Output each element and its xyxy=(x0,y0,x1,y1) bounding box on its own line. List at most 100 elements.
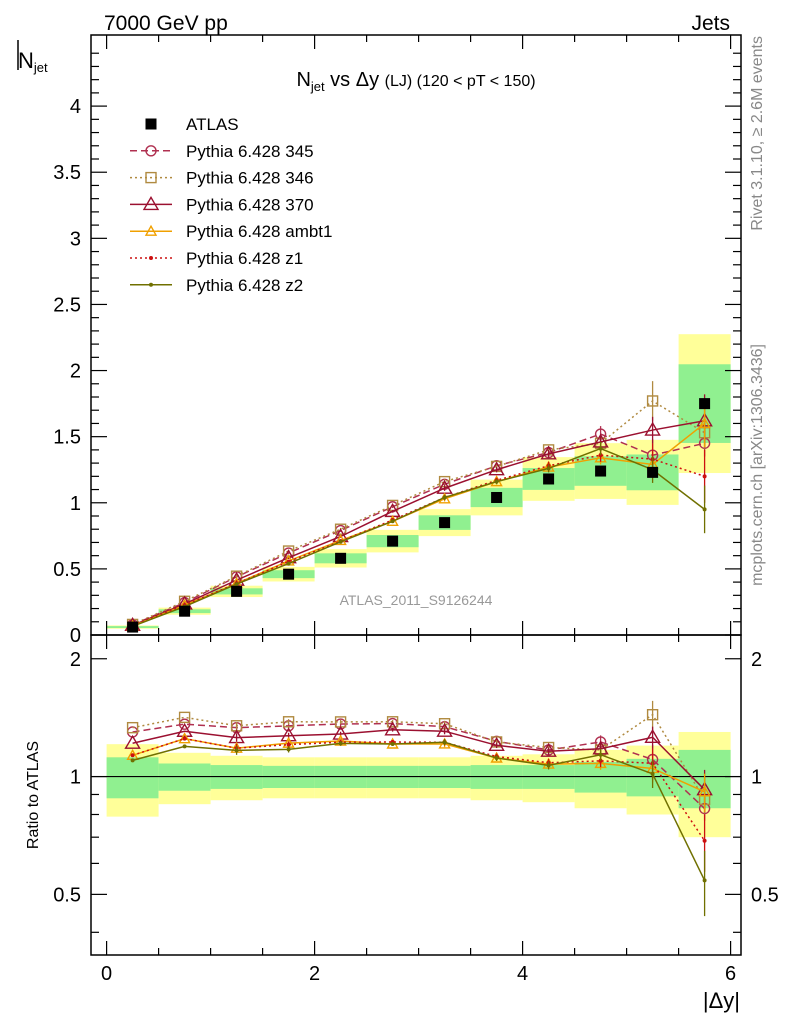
y-axis-label: Njet xyxy=(17,40,48,75)
atlas-point xyxy=(699,398,711,410)
ratio-tick-label-left: 2 xyxy=(70,649,81,671)
legend-marker xyxy=(145,145,157,157)
series-point-ratio xyxy=(178,711,191,724)
series-point-main xyxy=(286,561,291,566)
series-point-main xyxy=(488,461,505,476)
legend-label: Pythia 6.428 ambt1 xyxy=(186,222,332,241)
atlas-point xyxy=(491,491,503,503)
series-line-ratio xyxy=(132,729,706,791)
series-point-ratio xyxy=(234,748,239,753)
series-point-main xyxy=(698,417,711,429)
series-point-ratio xyxy=(182,736,187,741)
legend-entry-z1: Pythia 6.428 z1 xyxy=(130,249,303,268)
series-point-ratio xyxy=(130,753,135,758)
series-point-ratio xyxy=(488,736,505,752)
ratio-series-layer xyxy=(124,700,713,917)
y-axis-label-n: N xyxy=(18,48,34,73)
band-inner-ratio xyxy=(106,757,159,799)
series-point-ratio xyxy=(282,716,295,728)
atlas-point xyxy=(387,535,399,547)
series-point-main xyxy=(702,507,707,512)
series-point-ratio xyxy=(494,756,499,761)
series-point-main xyxy=(598,446,603,451)
legend-label: Pythia 6.428 370 xyxy=(186,195,314,214)
series-line-ratio xyxy=(132,741,706,881)
y-tick-label: 2 xyxy=(70,361,81,383)
y-tick-label: 4 xyxy=(70,96,81,118)
series-point-ratio xyxy=(702,838,707,843)
rivet-label: Rivet 3.1.10, ≥ 2.6M events xyxy=(749,36,766,231)
series-point-ratio xyxy=(178,732,191,744)
series-line-main xyxy=(132,420,705,627)
series-point-ratio xyxy=(650,771,655,776)
series-point-ratio xyxy=(540,742,557,757)
series-point-ratio xyxy=(436,722,453,737)
series-point-ratio xyxy=(546,763,551,768)
series-point-ratio xyxy=(646,709,659,721)
series-point-ratio xyxy=(126,721,139,734)
atlas-point xyxy=(335,552,347,564)
series-line-ratio xyxy=(132,722,706,810)
series-point-main xyxy=(442,495,447,500)
series-point-ratio xyxy=(130,758,135,763)
series-main-z2 xyxy=(130,441,707,629)
series-point-main xyxy=(494,479,499,484)
x-tick-label: 2 xyxy=(309,963,320,985)
series-ratio-z2 xyxy=(130,739,707,917)
legend-entry-ambt1: Pythia 6.428 ambt1 xyxy=(130,222,332,241)
atlas-point xyxy=(543,473,555,485)
title-sub: jet xyxy=(310,79,325,94)
legend-marker xyxy=(149,282,153,287)
series-line-main xyxy=(132,433,705,626)
y-tick-label: 1.5 xyxy=(53,427,81,449)
legend-entry-p346: Pythia 6.428 346 xyxy=(130,169,314,188)
legend-marker-atlas xyxy=(145,118,157,130)
axis-ticks xyxy=(91,35,741,955)
series-point-ratio xyxy=(598,752,603,757)
atlas-uncertainty-bands xyxy=(106,334,731,629)
legend: ATLAS Pythia 6.428 345 Pythia 6.428 346 Pyt… xyxy=(130,115,332,295)
legend-marker xyxy=(144,224,158,236)
title-lj: (LJ) xyxy=(385,73,413,90)
legend-label: Pythia 6.428 345 xyxy=(186,142,314,161)
legend-label: Pythia 6.428 z1 xyxy=(186,249,303,268)
axis-tick-labels: 0 2 4 600.511.522.533.540.5 0.51 12 2 xyxy=(53,96,779,985)
y-axis-label-sub: jet xyxy=(33,60,48,75)
legend-entry-z2: Pythia 6.428 z2 xyxy=(130,276,303,295)
x-tick-label: 0 xyxy=(101,963,112,985)
series-point-ratio xyxy=(338,741,343,746)
ratio-tick-label-right: 1 xyxy=(751,767,762,789)
ratio-tick-label-right: 0.5 xyxy=(751,884,779,906)
y-tick-label: 1 xyxy=(70,493,81,515)
series-point-main xyxy=(594,451,607,463)
ratio-tick-label-left: 1 xyxy=(70,767,81,789)
legend-entry-p370: Pythia 6.428 370 xyxy=(130,195,314,214)
y-tick-label: 2.5 xyxy=(53,294,81,316)
x-tick-label: 6 xyxy=(725,963,736,985)
plot-title: Njet vs Δy (LJ) (120 < pT < 150) xyxy=(296,69,535,94)
series-point-ratio xyxy=(384,721,401,736)
series-line-main xyxy=(132,447,706,627)
series-point-ratio xyxy=(390,741,395,746)
atlas-point xyxy=(283,568,295,580)
series-point-ratio xyxy=(702,878,707,883)
series-point-ratio xyxy=(386,716,399,728)
ratio-y-axis-label: Ratio to ATLAS xyxy=(25,741,42,849)
ratio-tick-label-right: 2 xyxy=(751,649,762,671)
title-n: N xyxy=(296,69,310,91)
title-range: (120 < pT < 150) xyxy=(412,73,535,90)
header-jets: Jets xyxy=(691,12,730,35)
series-point-ratio xyxy=(124,734,141,749)
series-point-main xyxy=(540,445,557,460)
x-tick-label: 4 xyxy=(517,963,528,985)
atlas-point xyxy=(127,621,139,633)
main-series-layer xyxy=(124,381,713,633)
series-point-main xyxy=(646,395,659,407)
atlas-point xyxy=(231,585,243,597)
series-point-ratio xyxy=(594,756,607,769)
series-point-ratio xyxy=(176,722,193,737)
mcplots-label: mcplots.cern.ch [arXiv:1306.3436] xyxy=(749,344,766,586)
y-tick-label: 3 xyxy=(70,228,81,250)
header-energy: 7000 GeV pp xyxy=(104,12,228,35)
